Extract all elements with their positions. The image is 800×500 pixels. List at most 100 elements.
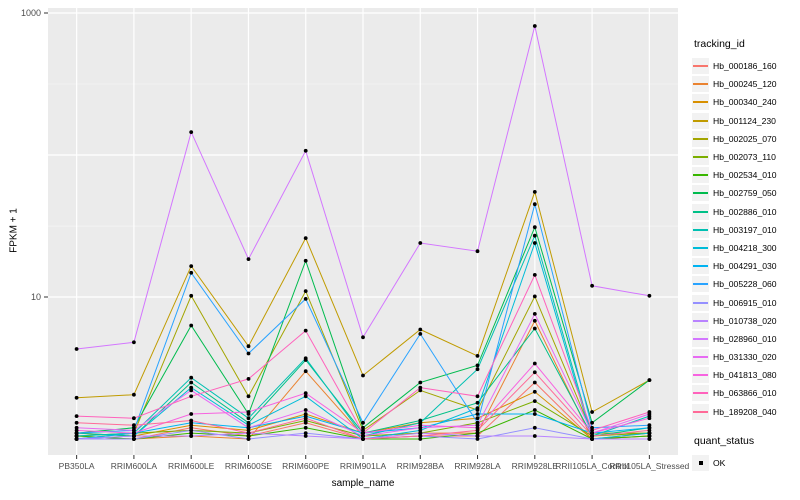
data-point [303, 236, 308, 241]
legend-item-Hb_006915_010: Hb_006915_010 [692, 293, 798, 311]
legend-color-key [692, 276, 709, 293]
legend-color-key [692, 58, 709, 75]
legend-color-key [692, 312, 709, 329]
data-point [475, 416, 480, 421]
data-point [361, 425, 365, 430]
legend-color-key [692, 203, 709, 220]
data-point [532, 294, 537, 299]
legend-line-swatch [693, 246, 708, 249]
data-point [74, 428, 79, 433]
data-point [246, 257, 251, 261]
legend-item-label: Hb_000186_160 [713, 61, 777, 72]
data-point [303, 408, 308, 412]
data-point [647, 416, 652, 421]
legend-item-label: Hb_028960_010 [713, 333, 777, 344]
legend-color-key [692, 403, 709, 420]
data-point [246, 425, 251, 430]
data-point [303, 356, 308, 361]
data-point [647, 425, 652, 430]
data-point [189, 130, 194, 135]
data-point [189, 375, 194, 380]
data-point [189, 385, 194, 390]
data-point [361, 420, 365, 425]
legend-item-label: Hb_004218_300 [713, 242, 777, 253]
data-point [532, 241, 537, 245]
legend-item-label: Hb_031330_020 [713, 352, 777, 363]
legend-title-tracking-id: tracking_id [694, 38, 745, 50]
data-point [647, 437, 652, 441]
data-point [532, 233, 537, 238]
data-point [532, 24, 537, 28]
x-tick-label: PB350LA [59, 461, 95, 471]
data-point [532, 361, 537, 366]
legend-item-Hb_031330_020: Hb_031330_020 [692, 348, 798, 366]
data-point [532, 408, 537, 412]
legend-item-label: Hb_041813_080 [713, 370, 777, 381]
data-point [475, 249, 480, 254]
data-point [475, 363, 480, 368]
data-point [132, 431, 136, 435]
data-point [189, 264, 194, 268]
legend-color-key [692, 349, 709, 366]
legend-color-key [692, 76, 709, 93]
legend-line-swatch [693, 392, 708, 395]
legend-line-swatch [693, 101, 708, 104]
data-point [475, 354, 480, 358]
data-point [532, 312, 537, 316]
data-point [303, 391, 308, 396]
data-point [475, 437, 480, 441]
legend-item-label: Hb_002886_010 [713, 206, 777, 217]
data-point [246, 423, 251, 428]
data-point [532, 273, 537, 277]
data-point [418, 385, 423, 390]
data-point [590, 428, 594, 433]
data-point [189, 380, 194, 385]
data-point [303, 416, 308, 421]
data-point [132, 416, 136, 421]
legend-item-Hb_010738_020: Hb_010738_020 [692, 312, 798, 330]
data-point [132, 434, 136, 438]
data-point [132, 428, 136, 433]
legend-color-key [692, 258, 709, 275]
data-point [532, 190, 537, 194]
data-point [532, 380, 537, 385]
data-point [303, 394, 308, 399]
data-point [418, 241, 423, 245]
data-point [246, 434, 251, 438]
legend-line-swatch [693, 265, 708, 268]
legend-item-Hb_063866_010: Hb_063866_010 [692, 384, 798, 402]
data-point [132, 425, 136, 430]
legend-item-Hb_041813_080: Hb_041813_080 [692, 366, 798, 384]
data-point [303, 258, 308, 263]
data-point [246, 437, 251, 441]
data-point [647, 423, 652, 428]
legend-line-swatch [693, 137, 708, 140]
data-point [246, 410, 251, 414]
legend-color-key [692, 330, 709, 347]
legend-line-swatch [693, 283, 708, 286]
data-point [475, 428, 480, 433]
data-point [74, 420, 79, 425]
legend-line-swatch [693, 301, 708, 304]
legend-item-label: Hb_002759_050 [713, 188, 777, 199]
legend-item-label: Hb_002534_010 [713, 170, 777, 181]
data-point [418, 327, 423, 332]
data-point [303, 297, 308, 301]
data-point [532, 318, 537, 323]
data-point [303, 289, 308, 293]
legend-line-swatch [693, 119, 708, 122]
data-point [189, 434, 194, 438]
data-point [189, 428, 194, 433]
legend-item-label: Hb_004291_030 [713, 261, 777, 272]
data-point [532, 225, 537, 230]
data-point [590, 425, 594, 430]
legend-item-Hb_002534_010: Hb_002534_010 [692, 166, 798, 184]
data-point [647, 431, 652, 435]
data-point [132, 423, 136, 428]
data-point [303, 434, 308, 438]
legend-line-swatch [693, 337, 708, 340]
legend-color-key [692, 112, 709, 129]
data-point [303, 431, 308, 435]
data-point [189, 394, 194, 399]
